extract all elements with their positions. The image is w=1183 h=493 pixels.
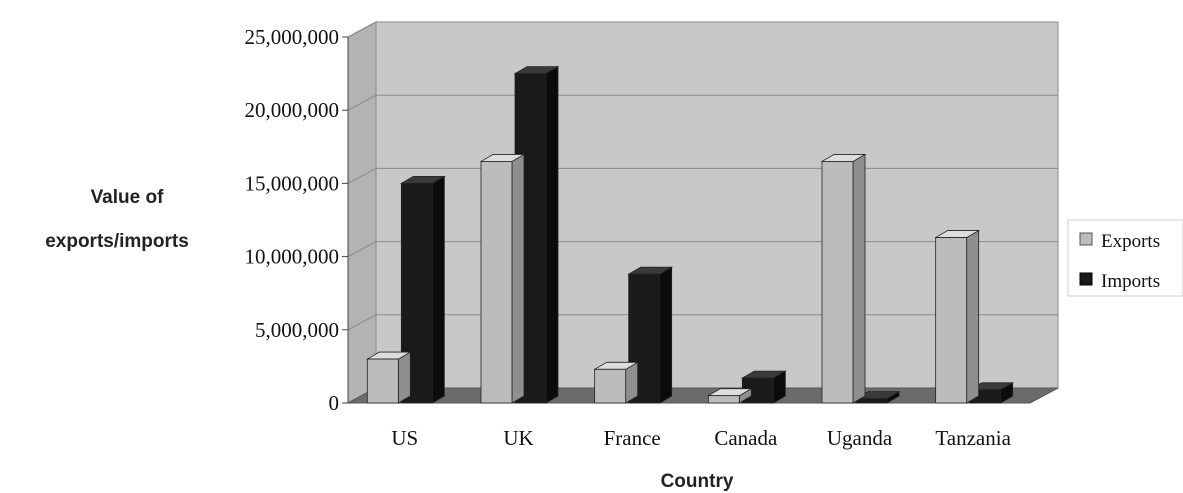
y-tick-label: 15,000,000	[245, 171, 340, 195]
y-axis-title-line2: exports/imports	[45, 231, 189, 252]
bar-side-exports-us	[397, 351, 411, 404]
x-tick-label: UK	[503, 426, 533, 450]
bar-imports-uganda	[854, 390, 901, 404]
bar-side-imports-uk	[545, 65, 559, 404]
bar-exports-uganda	[820, 153, 867, 404]
bar-front-imports-uganda	[855, 398, 888, 404]
y-tick-label: 0	[329, 391, 340, 415]
legend-swatch-exports	[1079, 232, 1093, 246]
side-wall	[347, 21, 377, 404]
bar-side-exports-tanzania	[966, 229, 980, 404]
y-tick-label: 5,000,000	[255, 318, 339, 342]
x-tick-label: Uganda	[827, 426, 893, 450]
bar-front-exports-tanzania	[935, 237, 968, 404]
gridline-side	[347, 94, 377, 111]
gridline-side	[347, 167, 377, 184]
gridline-side	[347, 21, 377, 38]
gridline-side	[347, 241, 377, 258]
bar-exports-us	[365, 351, 412, 404]
bar-exports-canada	[706, 387, 753, 404]
x-tick-label: France	[604, 426, 661, 450]
bar-front-exports-uganda	[821, 161, 854, 404]
bar-side-imports-us	[431, 175, 445, 404]
x-tick-label: Canada	[714, 426, 778, 450]
gridline-side	[347, 314, 377, 331]
x-axis-ticks: US UK France Canada Uganda Tanzania	[391, 426, 1011, 450]
bars	[365, 65, 1015, 404]
y-tick-label: 20,000,000	[245, 98, 340, 122]
y-tick-label: 25,000,000	[245, 25, 340, 49]
bar-front-exports-us	[366, 358, 399, 404]
bar-front-exports-canada	[707, 395, 740, 404]
bar-front-exports-france	[594, 368, 627, 404]
bar-imports-us	[399, 175, 446, 404]
x-tick-label: Tanzania	[935, 426, 1011, 450]
bar-side-exports-uk	[511, 153, 525, 404]
bar-side-imports-france	[659, 266, 673, 404]
legend-label-exports: Exports	[1101, 231, 1160, 252]
bar-exports-tanzania	[934, 229, 981, 404]
y-axis-title-line1: Value of	[91, 187, 165, 208]
x-tick-label: US	[391, 426, 418, 450]
bar-imports-canada	[740, 370, 787, 404]
bar-exports-france	[593, 361, 640, 404]
y-tick-label: 10,000,000	[245, 245, 340, 269]
x-axis-title: Country	[661, 471, 734, 492]
legend-label-imports: Imports	[1101, 271, 1160, 292]
legend: Exports Imports	[1067, 219, 1183, 297]
bar-exports-uk	[479, 153, 526, 404]
bar-side-exports-uganda	[852, 153, 866, 404]
y-axis-ticks: 0 5,000,000 10,000,000 15,000,000 20,000,000…	[245, 25, 349, 415]
bar-front-exports-uk	[480, 161, 513, 404]
legend-swatch-imports	[1079, 272, 1093, 286]
